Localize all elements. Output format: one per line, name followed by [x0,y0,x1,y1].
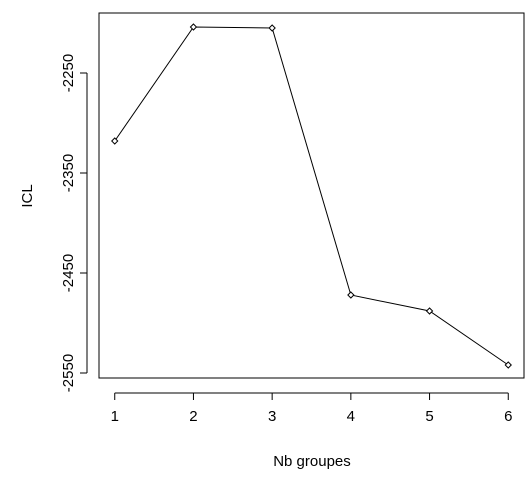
data-point [347,291,355,299]
data-point [504,361,512,369]
series-layer [111,23,512,369]
y-tick-label: -2450 [60,254,77,292]
y-axis-title: ICL [19,184,36,207]
plot-area-frame [98,12,525,379]
y-axis: -2550 -2450 -2350 -2250 [60,54,88,392]
data-point [111,137,119,145]
x-tick-label: 3 [268,408,276,425]
data-point [425,307,434,315]
y-tick-label: -2350 [60,154,77,192]
x-tick-label: 2 [189,408,197,425]
x-tick-label: 1 [111,408,119,425]
x-axis: 1 2 3 4 5 6 [111,392,512,425]
y-tick-label: -2550 [60,354,77,392]
x-tick-label: 5 [425,408,433,425]
data-point [268,24,276,32]
x-axis-title: Nb groupes [273,453,351,470]
data-point [189,23,198,31]
series-line [114,26,509,366]
x-tick-label: 6 [504,408,512,425]
y-tick-label: -2250 [60,54,77,92]
x-tick-label: 4 [347,408,355,425]
